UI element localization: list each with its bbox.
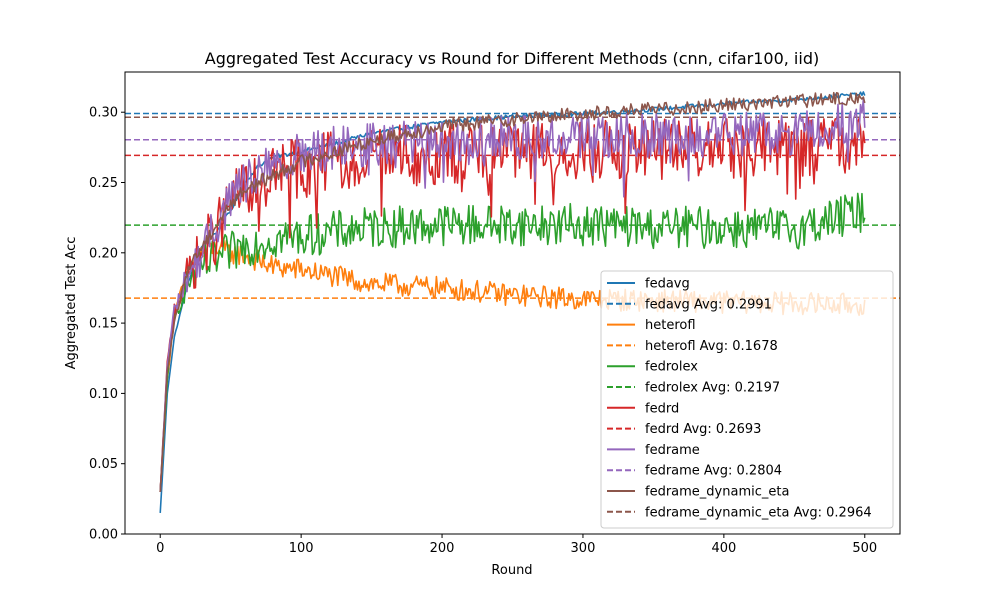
y-tick-label: 0.10 [89, 387, 118, 402]
axes: 0 100 200 300 400 500 0.00 0.05 0.10 0.15 0.20 0.25… [89, 106, 877, 556]
x-axis-title: Round [491, 563, 532, 578]
legend-label-avg: fedrd Avg: 0.2693 [645, 422, 761, 437]
x-tick-label: 100 [289, 541, 314, 556]
y-tick-label: 0.20 [89, 246, 118, 261]
y-tick-label: 0.00 [89, 528, 118, 543]
chart-title: Aggregated Test Accuracy vs Round for Di… [205, 49, 819, 68]
legend-label: fedrd [645, 401, 679, 416]
legend-label: fedrame [645, 443, 700, 458]
y-tick-label: 0.25 [89, 176, 118, 191]
x-tick-label: 200 [430, 541, 455, 556]
series-line-fedrolex [159, 192, 866, 492]
y-tick-label: 0.30 [89, 106, 118, 121]
x-tick-label: 500 [852, 541, 877, 556]
legend-box [600, 270, 894, 529]
x-tick-label: 0 [156, 541, 164, 556]
legend-label-avg: heterofl Avg: 0.1678 [645, 339, 778, 354]
legend-label-avg: fedrame Avg: 0.2804 [645, 464, 782, 479]
y-tick-label: 0.15 [89, 317, 118, 332]
legend-label: fedavg [645, 277, 690, 292]
legend: fedavg fedavg Avg: 0.2991 heterofl heterofl… [600, 270, 894, 529]
plot-area [125, 91, 900, 513]
legend-label: heterofl [645, 318, 696, 333]
legend-label: fedrolex [645, 360, 698, 375]
legend-label-avg: fedrame_dynamic_eta Avg: 0.2964 [645, 505, 872, 520]
legend-label-avg: fedrolex Avg: 0.2197 [645, 381, 780, 396]
y-axis-title: Aggregated Test Acc [64, 237, 79, 370]
series-line-fedrame [159, 98, 866, 492]
legend-label-avg: fedavg Avg: 0.2991 [645, 297, 772, 312]
y-tick-label: 0.05 [89, 457, 118, 472]
x-tick-label: 400 [711, 541, 736, 556]
legend-label: fedrame_dynamic_eta [645, 485, 789, 500]
series-line-fedrame_dynamic_eta [159, 91, 866, 492]
x-tick-label: 300 [571, 541, 596, 556]
plot-frame [124, 71, 901, 535]
